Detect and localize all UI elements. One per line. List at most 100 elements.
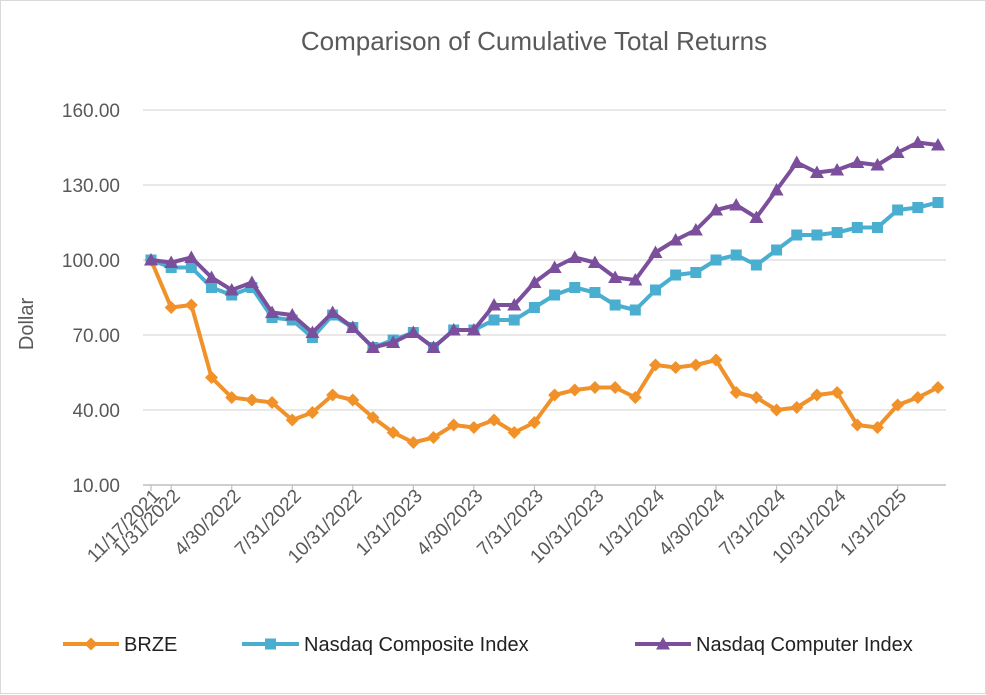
series-brze: [144, 253, 945, 449]
legend-item-brze: BRZE: [63, 634, 177, 656]
data-point-nasdaq-computer-index: [527, 275, 542, 288]
series-line-nasdaq-computer-index: [150, 140, 939, 350]
data-point-nasdaq-composite-index: [791, 229, 803, 241]
data-point-nasdaq-composite-index: [609, 299, 621, 311]
y-axis-ticks: 10.00 40.00 70.00 100.00 130.00 160.00: [62, 101, 120, 497]
data-point-nasdaq-composite-index: [871, 222, 883, 233]
data-point-nasdaq-composite-index: [892, 204, 904, 216]
data-point-brze: [648, 358, 662, 372]
series-line-nasdaq-composite-index: [150, 200, 939, 350]
data-point-brze: [326, 388, 340, 402]
data-point-brze: [487, 413, 501, 427]
data-point-nasdaq-composite-index: [771, 244, 783, 256]
data-point-nasdaq-computer-index: [587, 255, 602, 268]
data-point-nasdaq-composite-index: [528, 302, 540, 313]
data-point-nasdaq-computer-index: [749, 210, 764, 223]
data-point-brze: [790, 401, 804, 414]
data-point-brze: [891, 398, 905, 412]
data-point-nasdaq-computer-index: [628, 273, 643, 286]
data-point-nasdaq-composite-index: [932, 197, 944, 208]
data-point-nasdaq-computer-index: [850, 155, 865, 168]
data-point-brze: [245, 393, 259, 407]
data-point-nasdaq-composite-index: [851, 222, 863, 233]
data-point-nasdaq-computer-index: [386, 335, 401, 348]
data-point-brze: [305, 406, 319, 419]
data-point-brze: [548, 388, 562, 402]
data-point-nasdaq-computer-index: [830, 163, 845, 176]
data-point-nasdaq-composite-index: [649, 284, 661, 296]
data-point-nasdaq-computer-index: [769, 183, 784, 196]
data-point-nasdaq-composite-index: [831, 227, 843, 238]
data-point-nasdaq-composite-index: [710, 254, 722, 266]
data-point-brze: [346, 393, 360, 407]
data-point-nasdaq-computer-index: [870, 158, 885, 171]
data-point-brze: [467, 421, 481, 434]
y-tick-label: 130.00: [62, 176, 120, 197]
data-point-brze: [911, 391, 925, 404]
data-point-nasdaq-computer-index: [325, 305, 340, 318]
data-point-brze: [427, 431, 441, 444]
series-nasdaq-computer-index: [144, 135, 945, 353]
data-point-nasdaq-computer-index: [547, 260, 562, 273]
gridlines: [143, 109, 946, 411]
data-point-nasdaq-composite-index: [730, 249, 742, 261]
data-point-brze: [285, 413, 299, 427]
data-point-brze: [870, 421, 884, 434]
data-point-nasdaq-computer-index: [668, 233, 683, 246]
data-point-nasdaq-composite-index: [690, 267, 702, 278]
legend: BRZE Nasdaq Composite Index Nasdaq Compute…: [63, 634, 913, 656]
data-point-nasdaq-computer-index: [648, 245, 663, 258]
data-point-brze: [205, 371, 219, 384]
data-point-brze: [447, 418, 461, 432]
data-point-brze: [669, 361, 683, 374]
data-point-nasdaq-composite-index: [185, 262, 197, 273]
y-tick-label: 10.00: [72, 476, 120, 497]
data-point-brze: [225, 391, 239, 404]
data-point-nasdaq-computer-index: [285, 308, 300, 321]
data-point-nasdaq-composite-index: [670, 269, 682, 281]
data-point-nasdaq-computer-index: [931, 138, 945, 151]
data-point-nasdaq-computer-index: [244, 275, 259, 288]
y-tick-label: 70.00: [72, 326, 120, 347]
legend-marker-brze: [84, 637, 98, 651]
data-point-nasdaq-computer-index: [265, 305, 280, 318]
data-point-nasdaq-composite-index: [629, 304, 641, 316]
data-point-nasdaq-computer-index: [345, 320, 360, 333]
data-point-nasdaq-computer-index: [507, 298, 522, 311]
data-point-nasdaq-computer-index: [567, 250, 582, 263]
data-point-brze: [850, 418, 864, 432]
data-point-brze: [588, 381, 602, 394]
data-point-nasdaq-composite-index: [569, 282, 581, 293]
data-point-brze: [830, 386, 844, 399]
data-point-nasdaq-computer-index: [164, 255, 179, 268]
data-point-brze: [770, 403, 784, 417]
data-point-nasdaq-computer-index: [608, 270, 623, 283]
data-point-nasdaq-computer-index: [466, 323, 481, 336]
data-point-nasdaq-computer-index: [688, 223, 703, 236]
data-point-brze: [366, 411, 380, 424]
legend-item-nasdaq-composite-index: Nasdaq Composite Index: [242, 634, 529, 656]
legend-label-brze: BRZE: [124, 634, 177, 656]
data-point-nasdaq-computer-index: [406, 325, 421, 338]
data-point-nasdaq-composite-index: [549, 289, 561, 301]
data-point-nasdaq-computer-index: [709, 203, 724, 216]
data-point-brze: [729, 386, 743, 399]
x-axis-ticks: 11/17/20211/31/20224/30/20227/31/202210/…: [83, 485, 911, 568]
data-point-nasdaq-computer-index: [910, 135, 925, 148]
data-point-nasdaq-computer-index: [426, 340, 441, 353]
legend-marker-nasdaq-computer-index: [656, 637, 670, 650]
data-point-nasdaq-computer-index: [729, 198, 744, 211]
data-point-brze: [507, 426, 521, 439]
y-axis-label: Dollar: [16, 298, 38, 351]
chart-title: Comparison of Cumulative Total Returns: [301, 26, 767, 56]
legend-label-nasdaq-computer-index: Nasdaq Computer Index: [696, 634, 913, 656]
data-point-nasdaq-computer-index: [204, 270, 219, 283]
x-tick-label: 1/31/2025: [837, 486, 912, 561]
data-point-nasdaq-computer-index: [365, 340, 380, 353]
series-group: [144, 135, 945, 449]
data-point-nasdaq-composite-index: [912, 202, 924, 213]
data-point-nasdaq-composite-index: [589, 287, 601, 298]
data-point-brze: [931, 381, 945, 394]
